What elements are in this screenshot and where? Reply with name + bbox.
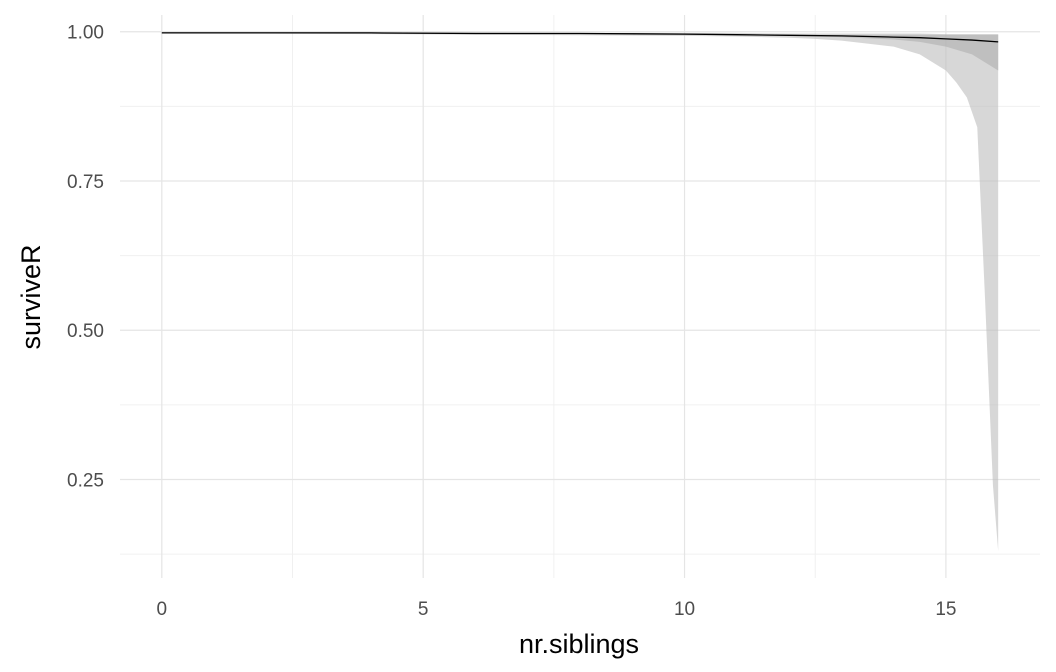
y-tick-label: 0.50 bbox=[67, 321, 104, 342]
x-tick-label: 10 bbox=[674, 599, 695, 620]
y-axis-title: surviveR bbox=[16, 244, 46, 349]
y-tick-label: 0.75 bbox=[67, 172, 104, 193]
x-axis-title: nr.siblings bbox=[519, 629, 639, 659]
x-axis-ticks: 0 5 10 15 bbox=[157, 599, 957, 620]
y-tick-label: 0.25 bbox=[67, 470, 104, 491]
series-lines bbox=[161, 32, 999, 43]
grid-minor bbox=[120, 15, 1040, 578]
x-tick-label: 0 bbox=[157, 599, 168, 620]
confidence-bands bbox=[161, 32, 999, 552]
y-axis-ticks: 0.25 0.50 0.75 1.00 bbox=[67, 23, 104, 492]
series-line-1 bbox=[161, 32, 999, 43]
x-tick-label: 5 bbox=[418, 599, 429, 620]
confidence-band-2 bbox=[161, 32, 999, 552]
y-tick-label: 1.00 bbox=[67, 23, 104, 44]
x-tick-label: 15 bbox=[935, 599, 956, 620]
grid-major bbox=[120, 15, 1040, 578]
